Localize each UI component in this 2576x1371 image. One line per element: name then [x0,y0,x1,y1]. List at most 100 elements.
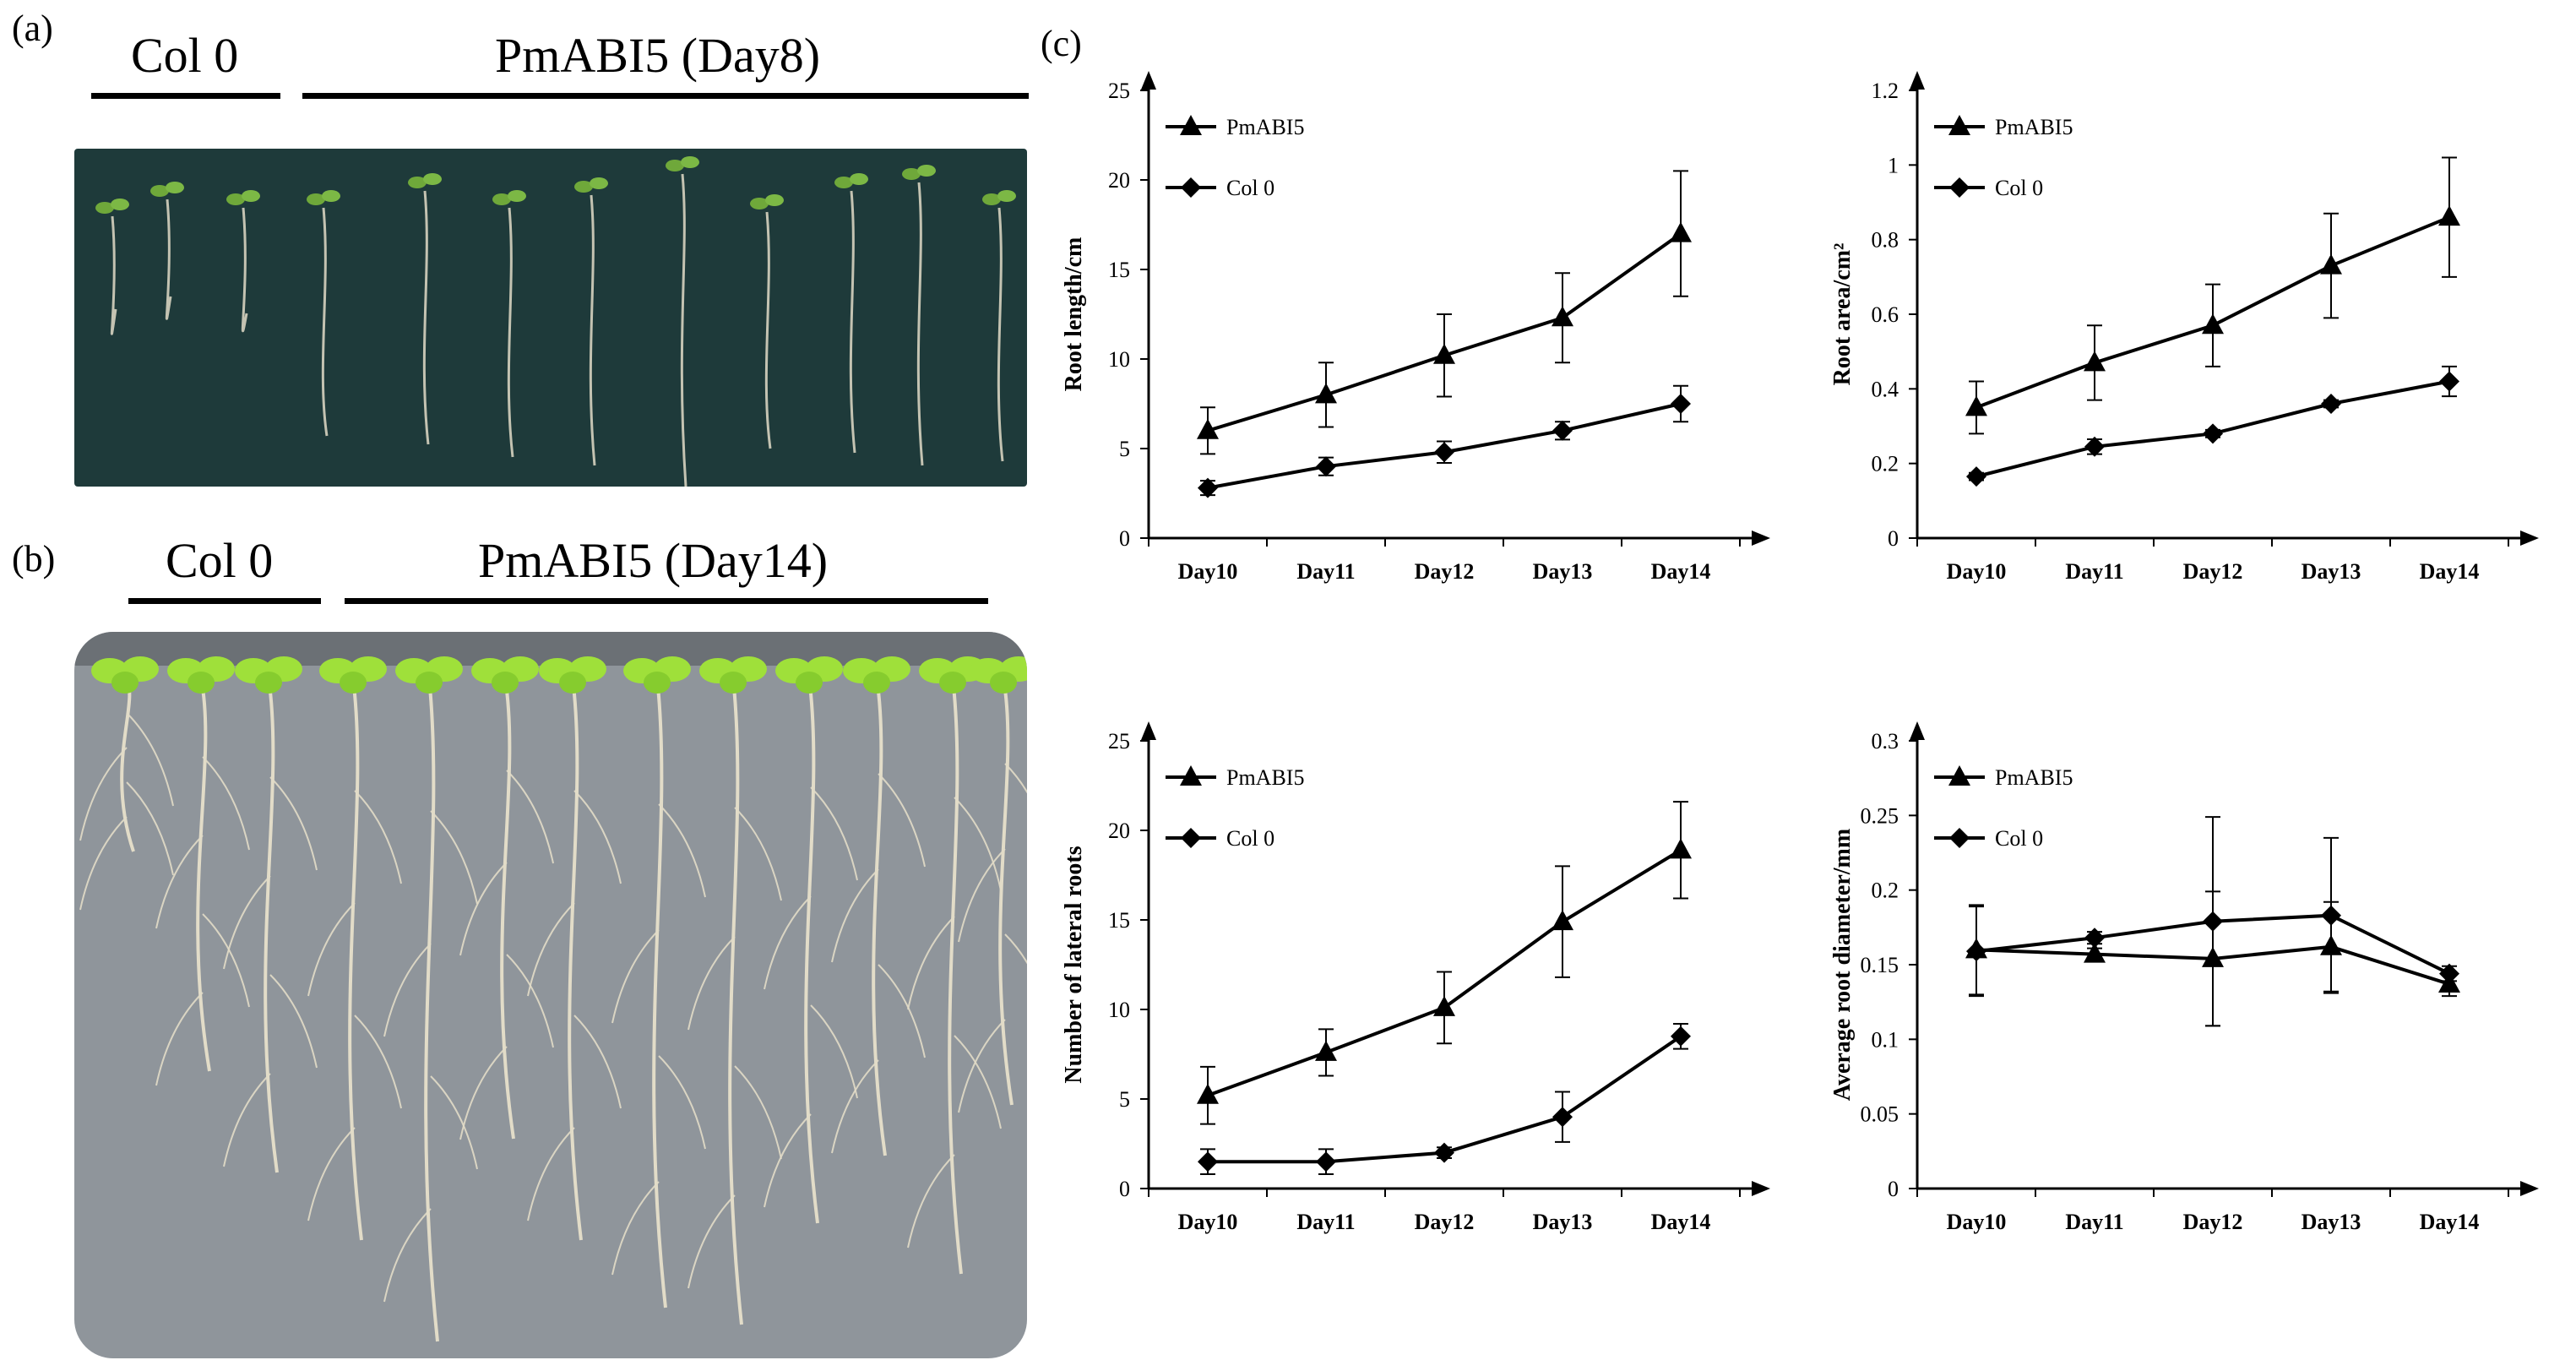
seedling-leaf [166,182,184,193]
lateral-root [954,1035,1002,1129]
data-point [2084,928,2105,949]
seedling-leaf [850,173,868,185]
seedling-root [680,173,687,487]
seedling-root [872,677,887,1156]
legend-label: Col 0 [1995,826,2043,851]
seedling-leaf [492,672,519,694]
seedling-leaf [574,181,593,193]
lateral-root [459,862,508,956]
seedling-leaf [590,177,608,189]
data-point [1966,466,1986,487]
y-tick-label: 0.2 [1872,879,1899,903]
seedling [687,656,782,1325]
seedling [574,177,608,466]
seedling-root [348,677,363,1241]
data-point [1315,383,1337,404]
y-axis-label: Average root diameter/mm [1829,829,1856,1101]
lateral-root [155,835,204,929]
x-axis-arrow [1752,530,1770,546]
y-tick-label: 5 [1119,437,1130,461]
lateral-root [831,868,879,963]
y-tick-label: 0 [1119,1177,1130,1201]
seedling [666,156,699,487]
seedling-root [568,677,583,1241]
data-point [1316,456,1336,477]
legend-marker [1181,177,1201,198]
seedling [95,199,129,335]
lateral-root [527,902,575,997]
lateral-root [764,1113,812,1208]
seedling-leaf [863,672,890,694]
lateral-root [269,776,318,871]
data-point [2084,436,2105,457]
lateral-root [79,747,128,841]
lateral-root [202,913,250,1008]
seedling-leaf [111,672,139,694]
seedling [834,173,868,454]
lateral-root [954,797,1002,891]
data-point [2203,423,2223,444]
x-axis-arrow [2520,1181,2539,1196]
data-point [2320,253,2342,275]
panel-a-col0-title: Col 0 [131,28,239,83]
lateral-root [383,1208,432,1303]
legend-marker [1181,828,1201,848]
lateral-root [354,790,402,884]
lateral-root [126,712,174,807]
data-point [2202,313,2224,335]
seedling [459,656,554,1140]
x-tick-label: Day14 [2420,1210,2480,1234]
data-point [2084,942,2106,963]
y-tick-label: 0 [1888,1177,1899,1201]
seedling-leaf [939,672,966,694]
lateral-root [269,974,318,1069]
panel-b-pmabi5-title: PmABI5 (Day14) [478,533,829,588]
x-tick-label: Day11 [2065,559,2123,584]
y-axis-arrow [1910,71,1925,90]
seedling [408,173,442,445]
lateral-root [459,1046,508,1140]
y-tick-label: 10 [1108,998,1130,1022]
lateral-root [611,1181,660,1276]
legend-marker [1949,177,1970,198]
data-point [1552,306,1573,327]
seedling [307,656,402,1241]
plate-background [74,632,1027,1358]
data-point [1965,395,1987,416]
legend-marker [1949,828,1970,848]
y-axis-label: Root length/cm [1061,237,1087,392]
seedling [150,182,184,320]
data-point [1671,1026,1691,1047]
seedling [764,656,858,1224]
seedling [223,656,318,1173]
x-tick-label: Day11 [2065,1210,2123,1234]
x-tick-label: Day10 [1947,559,2007,584]
seedling-root [849,190,856,454]
seedling [958,656,1027,1113]
seedling-leaf [408,177,427,188]
seedling-leaf [226,193,245,205]
data-point [1197,418,1219,439]
seedling [982,190,1016,462]
seedling-leaf [416,672,443,694]
seedling-leaf [681,156,699,168]
data-point [2438,205,2460,226]
seedling-leaf [187,672,215,694]
seedling-root [500,677,515,1140]
x-tick-label: Day10 [1947,1210,2007,1234]
seedling [831,656,926,1156]
x-tick-label: Day13 [1533,559,1593,584]
seedling-leaf [644,672,671,694]
lateral-root [734,1065,782,1160]
seedling-root [165,199,172,320]
seedling-leaf [492,193,511,205]
y-axis-arrow [1910,721,1925,740]
lateral-root [573,790,622,884]
x-tick-label: Day13 [2302,559,2361,584]
x-axis-arrow [2520,530,2539,546]
lateral-root [810,1004,858,1099]
lateral-root [907,916,955,1010]
y-tick-label: 0.1 [1872,1027,1899,1052]
data-point [1198,477,1218,498]
y-axis-label: Root area/cm² [1829,243,1856,386]
